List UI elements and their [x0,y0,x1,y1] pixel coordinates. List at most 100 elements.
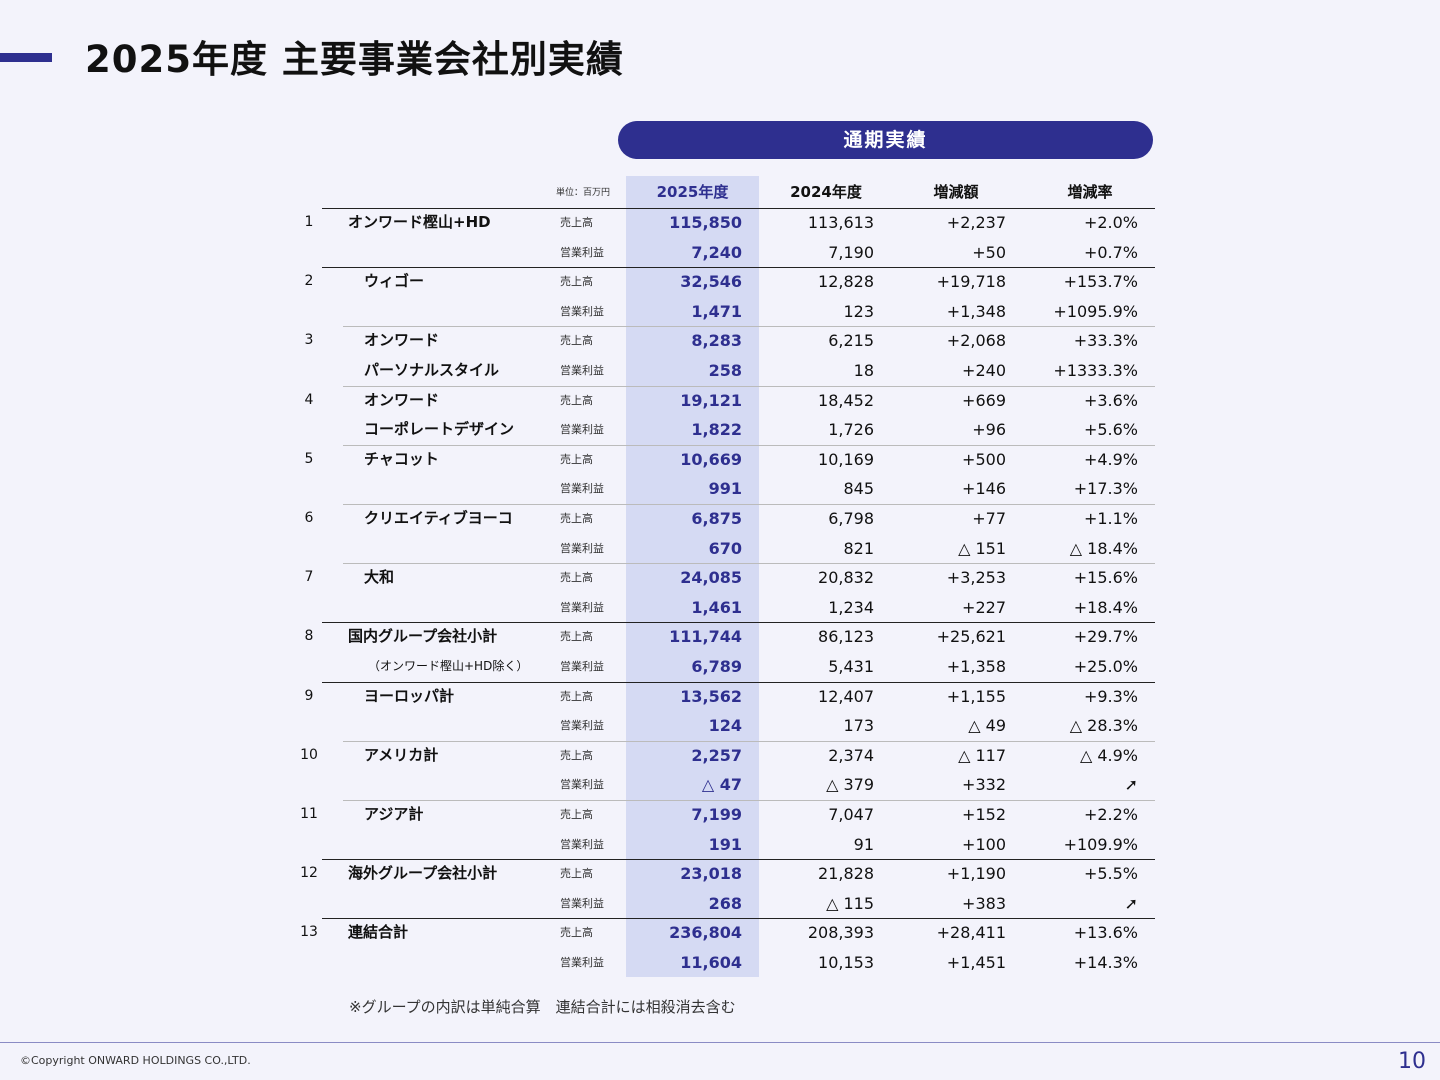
metric-label: 営業利益 [560,364,604,377]
metric-label: 売上高 [560,748,593,762]
value-fy2025: 991 [708,479,742,499]
company-name: 大和 [364,568,395,587]
metric-label: 売上高 [560,334,593,348]
value-fy2024: 10,169 [818,449,874,469]
value-fy2024: 20,832 [818,568,874,588]
metric-label: 営業利益 [560,956,604,969]
row-divider [343,563,1155,565]
value-fy2024: 1,234 [828,597,874,617]
value-rate: +5.6% [1083,420,1138,440]
header-fy2024: 2024年度 [790,183,862,201]
company-number: 4 [304,391,314,408]
section-label-pill: 通期実績 [618,121,1153,159]
value-rate: +13.6% [1073,923,1138,943]
company-name: 海外グループ会社小計 [348,864,498,883]
value-fy2025: 115,850 [669,213,742,232]
value-diff: +50 [972,242,1006,262]
value-fy2025: 6,875 [691,509,742,528]
value-diff: +1,451 [946,953,1006,972]
header-fy2025: 2025年度 [656,183,729,201]
value-rate: +109.9% [1063,834,1138,854]
value-diff: +2,237 [946,213,1006,232]
value-fy2025: 32,546 [680,272,742,292]
company-number: 9 [304,687,314,704]
metric-label: 売上高 [560,275,593,289]
value-rate: +33.3% [1073,331,1138,351]
metric-label: 営業利益 [560,245,604,259]
row-divider [343,385,1155,387]
metric-label: 営業利益 [560,778,604,792]
value-rate: +14.3% [1073,953,1138,972]
value-diff: +500 [962,449,1006,469]
company-name-line2: コーポレートデザイン [364,420,515,439]
metric-label: 売上高 [560,571,593,585]
row-divider [343,444,1155,446]
company-name: クリエイティブヨーコ [364,509,513,527]
value-fy2025: 8,283 [691,331,742,351]
value-diff: +2,068 [946,331,1006,351]
copyright: ©Copyright ONWARD HOLDINGS CO.,LTD. [20,1054,251,1067]
value-fy2025: 191 [708,834,742,854]
metric-label: 売上高 [560,393,593,407]
value-fy2024: △ 379 [826,775,874,795]
value-fy2024: 1,726 [828,420,874,440]
company-number: 7 [304,569,314,586]
company-name: アジア計 [364,805,424,823]
value-diff: +240 [962,361,1006,380]
value-fy2024: 7,190 [828,242,874,262]
value-fy2024: 5,431 [828,657,874,676]
value-rate: +17.3% [1073,479,1138,499]
row-divider [343,326,1155,328]
metric-label: 営業利益 [560,541,604,555]
company-number: 6 [304,510,314,526]
metric-label: 売上高 [560,630,593,644]
row-divider [322,859,1155,861]
value-diff: △ 49 [968,716,1006,736]
row-divider [322,208,1155,209]
value-rate: +5.5% [1083,864,1138,884]
value-fy2025: 258 [708,361,742,380]
company-name: アメリカ計 [364,745,439,764]
row-divider [322,681,1155,683]
value-rate: +15.6% [1073,568,1138,588]
footnote: ※グループの内訳は単純合算 連結合計には相殺消去含む [349,998,736,1016]
value-fy2025: 2,257 [691,745,742,765]
value-rate: +9.3% [1083,686,1138,706]
row-divider [322,267,1155,269]
value-diff: +3,253 [946,568,1006,588]
header-diff: 増減額 [933,183,979,201]
value-fy2025: 111,744 [669,627,742,647]
value-fy2024: 6,798 [828,509,874,528]
value-fy2024: 2,374 [828,745,874,765]
value-fy2025: 1,822 [691,420,742,440]
value-fy2025: 13,562 [680,686,742,706]
value-fy2025: 1,461 [691,597,742,617]
metric-label: 売上高 [560,867,593,881]
value-fy2024: 18 [853,361,874,380]
value-diff: +1,155 [946,686,1006,706]
value-fy2024: 18,452 [818,390,874,410]
row-divider [343,504,1155,505]
value-fy2024: 21,828 [818,864,874,884]
metric-label: 売上高 [560,512,593,525]
unit-note: 単位：百万円 [556,188,611,198]
value-rate: +25.0% [1073,657,1138,676]
metric-label: 営業利益 [560,423,604,437]
value-fy2024: 86,123 [818,627,874,647]
value-diff: +152 [962,805,1006,824]
value-diff: +383 [962,893,1006,913]
metric-label: 売上高 [560,452,593,466]
title-accent-bar [0,53,52,62]
metric-label: 営業利益 [560,896,604,910]
metric-label: 営業利益 [560,837,604,851]
company-name: ウィゴー [364,272,425,291]
company-number: 12 [300,865,318,882]
value-rate: △ 28.3% [1069,716,1138,736]
value-fy2024: 12,407 [818,686,874,706]
company-number: 3 [304,332,314,349]
metric-label: 売上高 [560,926,593,940]
value-fy2025: 11,604 [680,953,742,972]
value-fy2025: △ 47 [701,775,742,795]
fy2025-highlight-column [626,176,759,977]
value-diff: +77 [972,509,1006,528]
